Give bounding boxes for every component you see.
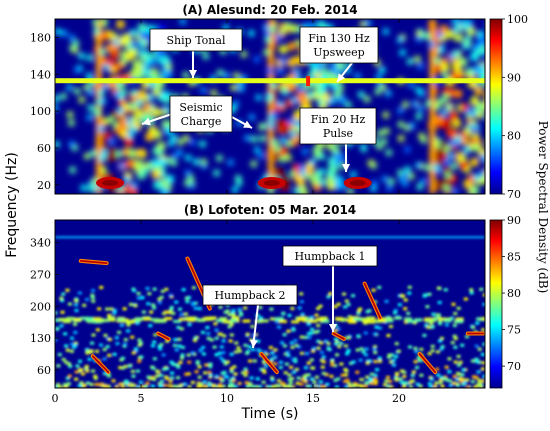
annotation-arrowhead [249, 339, 258, 348]
annotation-label-ship-tonal: Ship Tonal [167, 34, 226, 47]
annotation-arrowhead [337, 73, 346, 82]
panel-a-spectrogram [55, 19, 485, 194]
colorbar-tick-label: 90 [507, 71, 521, 84]
panel-a-axes: 20 60 100 140 180 [30, 19, 400, 194]
annotation-box-humpback-1 [282, 245, 378, 267]
panel-b-title: (B) Lofoten: 05 Mar. 2014 [184, 203, 356, 217]
annotation-arrowhead [342, 164, 350, 172]
panel-a-frame [54, 18, 486, 195]
colorbar-tick-label: 90 [507, 214, 521, 227]
x-tick-label: 0 [52, 392, 59, 405]
y-tick-label: 130 [30, 332, 51, 345]
x-tick-label: 10 [220, 392, 234, 405]
colorbar-tick-label: 70 [507, 360, 521, 373]
x-tick-label: 5 [138, 392, 145, 405]
annotation-box-humpback-2 [202, 284, 298, 306]
annotation-box-fin-130 [299, 26, 379, 64]
colorbar-tick-label: 70 [507, 188, 521, 201]
annotation-label-fin-20: Fin 20 Hz [311, 113, 366, 126]
y-tick-label: 60 [37, 364, 51, 377]
y-tick-label: 60 [37, 142, 51, 155]
annotation-label-seismic-charge: Charge [181, 115, 222, 128]
panel-b-frame [54, 219, 486, 389]
y-tick-label: 100 [30, 105, 51, 118]
annotation-label-fin-130: Upsweep [313, 46, 364, 59]
annotation-label-humpback-1: Humpback 1 [294, 250, 365, 263]
annotation-box-ship-tonal [149, 28, 243, 52]
annotation-box-fin-20 [299, 107, 377, 145]
panel-a-title: (A) Alesund: 20 Feb. 2014 [182, 3, 357, 17]
panel-b-colorbar [489, 219, 503, 389]
colorbar-tick-label: 75 [507, 324, 521, 337]
colorbar-label: Power Spectral Density (dB) [536, 121, 550, 294]
y-tick-label: 140 [30, 68, 51, 81]
annotation-label-fin-130: Fin 130 Hz [308, 32, 370, 45]
y-tick-label: 200 [30, 300, 51, 313]
annotation-arrowhead [329, 324, 337, 332]
colorbar-tick-label: 85 [507, 251, 521, 264]
annotation-label-fin-20: Pulse [323, 127, 353, 140]
colorbar-tick-label: 100 [507, 13, 528, 26]
annotation-arrowhead [142, 117, 151, 126]
x-tick-label: 20 [392, 392, 406, 405]
y-tick-label: 20 [37, 179, 51, 192]
colorbar-tick-label: 80 [507, 287, 521, 300]
panel-b-annotations: Humpback 1 Humpback 2 [202, 245, 378, 349]
y-axis-label: Frequency (Hz) [4, 152, 20, 258]
panel-a-colorbar [489, 18, 503, 195]
annotation-label-seismic-charge: Seismic [179, 101, 222, 114]
annotation-label-humpback-2: Humpback 2 [214, 289, 285, 302]
annotation-arrowhead [243, 120, 252, 128]
panel-b-axes: 0 5 10 15 20 60 130 200 270 340 [30, 220, 406, 405]
y-tick-label: 270 [30, 268, 51, 281]
y-tick-label: 340 [30, 237, 51, 250]
annotation-arrowhead [189, 70, 197, 78]
panel-a-colorbar-ticks: 70 80 90 100 [502, 13, 528, 201]
annotation-box-seismic-charge [169, 95, 233, 133]
panel-b-colorbar-ticks: 70 75 80 85 90 [502, 214, 521, 373]
y-tick-label: 180 [30, 31, 51, 44]
x-tick-label: 15 [306, 392, 320, 405]
colorbar-tick-label: 80 [507, 130, 521, 143]
x-axis-label: Time (s) [241, 406, 299, 422]
